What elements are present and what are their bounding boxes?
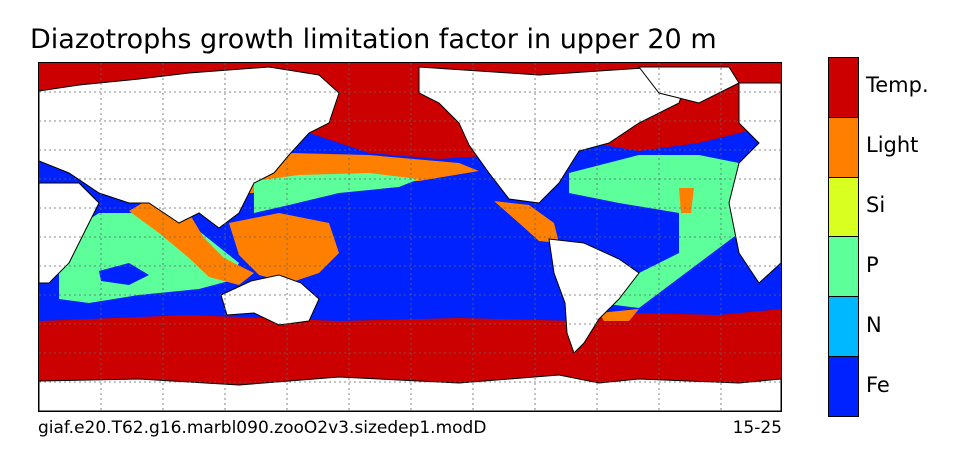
legend-swatch-temp [829,58,858,118]
map-title: Diazotrophs growth limitation factor in … [30,24,717,55]
atlantic-light-gulf [494,201,559,243]
south-america [548,238,640,354]
maritime-light [229,213,339,283]
australia [220,274,320,326]
legend-colorbar [828,57,859,417]
atlantic-light-south [599,309,639,321]
legend-label-light: Light [866,133,919,157]
legend-label-temp: Temp. [866,73,929,97]
legend-swatch-si [829,177,858,238]
north-pacific-p [254,173,419,213]
legend-swatch-fe [829,357,858,416]
years-label: 15-25 [732,418,782,438]
indian-ocean-fe-patch [99,263,149,285]
legend-swatch-p [829,237,858,298]
map-panel [38,62,782,412]
north-america [418,66,690,204]
graticule [39,63,781,411]
case-name-label: giaf.e20.T62.g16.marbl090.zooO2v3.sizede… [38,418,487,438]
legend-label-n: N [866,313,882,337]
atlantic-p [569,155,739,308]
legend-label-fe: Fe [866,373,890,397]
legend-swatch-light [829,117,858,178]
legend-label-p: P [866,253,879,277]
eurasia-west [39,66,340,229]
legend-label-si: Si [866,193,886,217]
europe-africa-east [728,82,781,284]
indian-ocean-light [129,193,254,285]
greenland [637,66,740,104]
atlantic-light-africa [679,188,694,213]
antarctica [39,374,781,411]
legend-swatch-n [829,297,858,358]
